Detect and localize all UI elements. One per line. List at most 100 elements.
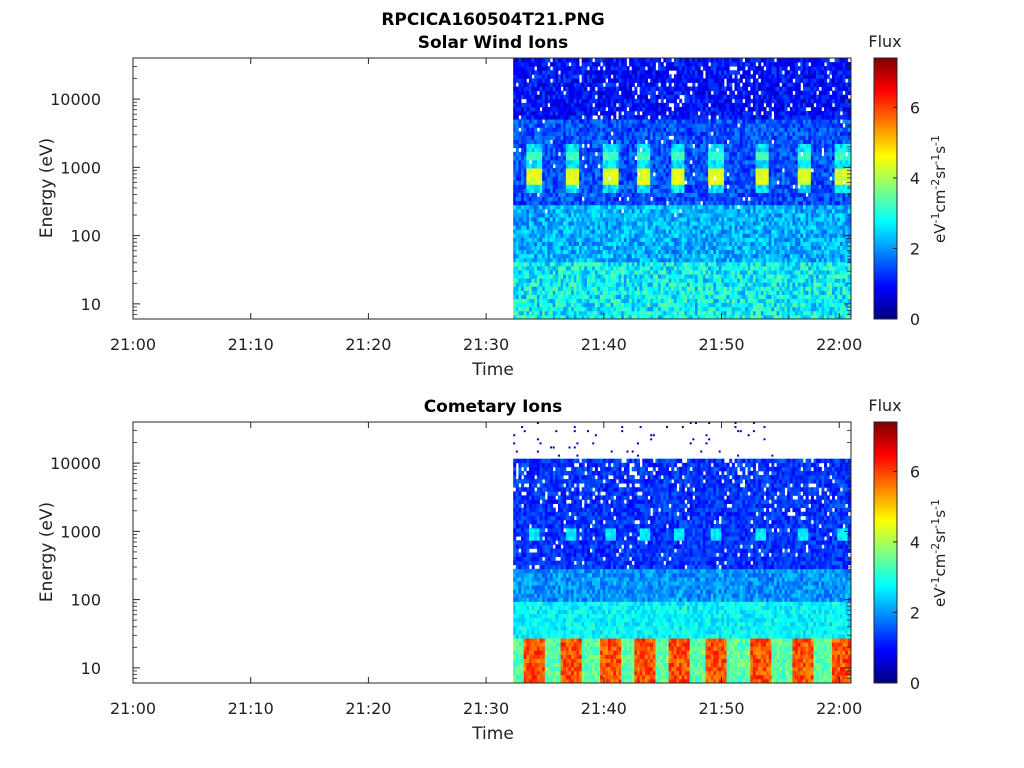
spectrogram-cell — [668, 249, 672, 255]
spectrogram-cell — [650, 298, 654, 304]
spectrogram-cell — [571, 151, 575, 157]
spectrogram-cell — [531, 237, 535, 242]
spectrogram-cell — [676, 147, 680, 153]
spectrogram-cell — [676, 115, 680, 120]
spectrogram-cell — [560, 294, 564, 300]
spectrogram-cell — [515, 286, 519, 291]
spectrogram-cell — [539, 62, 543, 67]
spectrogram-cell — [697, 286, 701, 291]
spectrogram-cell — [700, 155, 704, 161]
spectrogram-cell — [581, 90, 585, 96]
spectrogram-cell — [615, 151, 619, 157]
spectrogram-cell — [626, 86, 630, 92]
spectrogram-cell — [515, 241, 519, 246]
spectrogram-cell — [542, 135, 546, 140]
spectrogram-cell — [697, 159, 701, 165]
spectrogram-cell — [513, 172, 517, 177]
spectrogram-cell — [658, 310, 662, 316]
spectrogram-cell — [623, 245, 627, 251]
spectrogram-cell — [560, 106, 564, 112]
spectrogram-cell — [705, 147, 709, 153]
spectrogram-cell — [700, 78, 704, 83]
spectrogram-cell — [721, 94, 725, 100]
spectrogram-cell — [521, 184, 525, 189]
spectrogram-cell — [557, 74, 561, 79]
spectrogram-cell — [523, 253, 527, 259]
spectrogram-cell — [536, 94, 540, 100]
spectrogram-cell — [694, 290, 698, 295]
spectrogram-cell — [518, 290, 522, 295]
spectrogram-cell — [694, 164, 698, 169]
spectrogram-cell — [534, 217, 538, 222]
spectrogram-cell — [573, 119, 577, 124]
spectrogram-cell — [694, 217, 698, 222]
spectrogram-cell — [665, 90, 670, 96]
spectrogram-cell — [592, 306, 596, 312]
spectrogram-cell — [615, 168, 619, 173]
spectrogram-cell — [626, 257, 630, 263]
spectrogram-cell — [560, 249, 564, 255]
spectrogram-cell — [600, 192, 604, 198]
spectrogram-cell — [521, 123, 525, 128]
spectrogram-cell — [534, 225, 538, 230]
spectrogram-cell — [608, 204, 612, 210]
spectrogram-cell — [552, 306, 556, 312]
spectrogram-cell — [639, 212, 643, 218]
spectrogram-cell — [629, 294, 633, 300]
spectrogram-cell — [663, 298, 667, 304]
spectrogram-cell — [702, 159, 706, 165]
spectrogram-cell — [644, 180, 648, 185]
spectrogram-cell — [681, 257, 685, 263]
spectrogram-cell — [705, 115, 709, 120]
spectrogram-cell — [547, 90, 551, 96]
spectrogram-cell — [700, 278, 704, 283]
spectrogram-cell — [579, 98, 583, 104]
spectrogram-cell — [550, 196, 554, 202]
spectrogram-cell — [660, 212, 664, 218]
spectrogram-cell — [716, 119, 720, 124]
spectrogram-cell — [702, 245, 706, 251]
spectrogram-cell — [584, 184, 588, 189]
spectrogram-cell — [573, 221, 577, 226]
spectrogram-cell — [547, 212, 551, 218]
spectrogram-cell — [681, 111, 685, 116]
spectrogram-cell — [586, 200, 590, 206]
spectrogram-cell — [713, 196, 717, 202]
spectrogram-cell — [650, 131, 654, 136]
spectrogram-cell — [581, 225, 585, 230]
spectrogram-cell — [684, 278, 688, 283]
spectrogram-cell — [684, 212, 688, 218]
spectrogram-cell — [528, 200, 533, 206]
spectrogram-cell — [634, 127, 638, 132]
spectrogram-cell — [702, 282, 706, 287]
spectrogram-cell — [644, 111, 648, 116]
spectrogram-cell — [692, 298, 696, 304]
spectrogram-cell — [526, 310, 530, 316]
spectrogram-cell — [702, 233, 706, 238]
spectrogram-cell — [600, 282, 604, 287]
spectrogram-cell — [697, 74, 701, 79]
spectrogram-cell — [539, 98, 543, 104]
spectrogram-cell — [600, 180, 604, 185]
spectrogram-cell — [697, 290, 701, 295]
spectrogram-cell — [573, 270, 577, 275]
spectrogram-cell — [615, 241, 619, 246]
spectrogram-cell — [665, 147, 670, 153]
spectrogram-cell — [665, 172, 670, 177]
spectrogram-cell — [613, 294, 617, 300]
spectrogram-cell — [600, 204, 604, 210]
spectrogram-cell — [600, 286, 604, 291]
spectrogram-cell — [631, 102, 635, 108]
spectrogram-cell — [518, 196, 522, 202]
spectrogram-cell — [526, 257, 530, 263]
spectrogram-cell — [523, 225, 527, 230]
spectrogram-cell — [600, 119, 604, 124]
spectrogram-cell — [689, 192, 693, 198]
spectrogram-cell — [552, 188, 556, 193]
spectrogram-cell — [515, 98, 519, 104]
spectrogram-cell — [589, 135, 593, 140]
spectrogram-cell — [713, 188, 717, 193]
spectrogram-cell — [676, 278, 680, 283]
spectrogram-cell — [660, 249, 664, 255]
spectrogram-cell — [552, 135, 556, 140]
